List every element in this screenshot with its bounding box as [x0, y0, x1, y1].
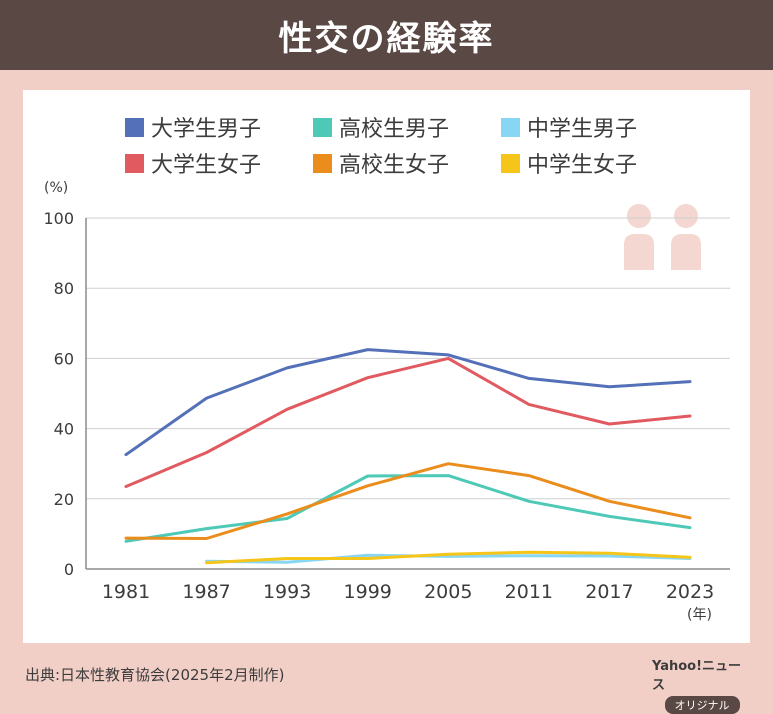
brand-name: Yahoo!ニュース [652, 659, 742, 693]
series-line [205, 550, 692, 565]
legend-item: 高校生女子 [313, 149, 501, 178]
y-tick-label: 40 [54, 420, 74, 439]
x-axis: 1981 1987 1993 1999 2005 2011 2017 2023 [102, 581, 714, 603]
y-unit-label: (%) [44, 180, 69, 196]
series-line [124, 474, 692, 543]
legend-item: 中学生女子 [501, 149, 689, 178]
legend-label: 中学生男子 [527, 117, 638, 142]
chart-legend: 大学生男子 高校生男子 中学生男子 大学生女子 高校生女子 中学生女子 [125, 113, 689, 178]
y-tick-label: 80 [54, 279, 74, 298]
series-line [124, 462, 692, 540]
legend-swatch [313, 117, 332, 137]
y-tick-label: 100 [43, 209, 74, 228]
legend-item: 中学生男子 [501, 113, 689, 142]
series [124, 348, 692, 565]
legend-item: 大学生男子 [125, 113, 313, 142]
chart-panel [23, 90, 750, 643]
decorative-icons [624, 204, 701, 270]
legend-label: 高校生女子 [339, 153, 450, 178]
y-tick-label: 20 [54, 490, 74, 509]
y-tick-label: 0 [64, 560, 74, 579]
legend-label: 大学生男子 [151, 117, 262, 142]
legend-label: 高校生男子 [339, 117, 450, 142]
brand-logo: Yahoo!ニュース オリジナル [652, 655, 752, 714]
x-tick-label: 2011 [505, 581, 553, 603]
series-line [124, 356, 692, 488]
person-icon [671, 204, 701, 270]
x-tick-label: 1981 [102, 581, 150, 603]
legend-swatch [125, 117, 144, 137]
legend-swatch [313, 153, 332, 173]
legend-swatch [501, 117, 520, 137]
header-bar: 性交の経験率 [0, 0, 773, 70]
source-note: 出典:日本性教育協会(2025年2月制作) [25, 666, 285, 684]
person-icon [624, 204, 654, 270]
x-unit-label: (年) [687, 607, 712, 623]
legend-label: 大学生女子 [151, 153, 262, 178]
legend-swatch [125, 153, 144, 173]
x-tick-label: 2017 [585, 581, 633, 603]
y-tick-label: 60 [54, 349, 74, 368]
legend-label: 中学生女子 [527, 153, 638, 178]
page-title: 性交の経験率 [278, 18, 495, 59]
legend-item: 高校生男子 [313, 113, 501, 142]
series-line [124, 348, 692, 457]
y-axis: 0 20 40 60 80 100 [43, 209, 74, 579]
grid [85, 217, 730, 570]
x-tick-label: 1993 [263, 581, 311, 603]
x-tick-label: 1987 [182, 581, 230, 603]
legend-item: 大学生女子 [125, 149, 313, 178]
x-tick-label: 2005 [424, 581, 472, 603]
brand-badge: オリジナル [664, 696, 740, 714]
legend-swatch [501, 153, 520, 173]
series-line [205, 553, 692, 564]
x-tick-label: 1999 [344, 581, 392, 603]
x-tick-label: 2023 [666, 581, 714, 603]
